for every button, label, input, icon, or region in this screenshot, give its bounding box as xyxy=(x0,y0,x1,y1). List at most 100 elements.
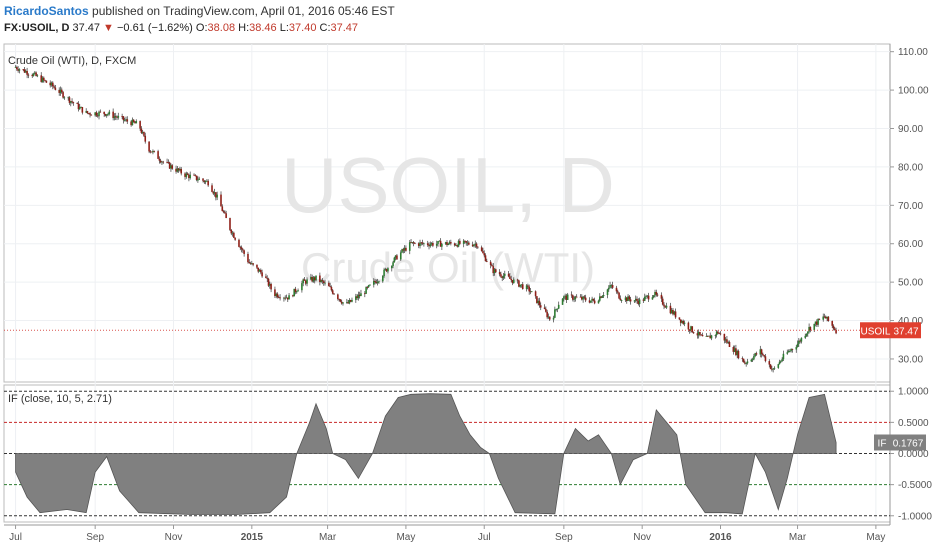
candle-body xyxy=(229,218,231,230)
candle-body xyxy=(456,245,459,247)
candle-body xyxy=(17,69,19,71)
candle-body xyxy=(221,206,224,212)
candle-body xyxy=(43,77,45,81)
candle-body xyxy=(741,358,744,359)
candle-body xyxy=(728,342,731,348)
candle-body xyxy=(265,276,267,279)
candle-body xyxy=(347,302,349,304)
candle-body xyxy=(799,340,801,342)
candle-body xyxy=(45,80,48,83)
candle-body xyxy=(375,282,378,284)
candle-body xyxy=(805,333,808,336)
candle-body xyxy=(665,305,668,308)
candle-body xyxy=(753,356,755,360)
candle-body xyxy=(835,329,837,334)
candle-body xyxy=(628,296,631,300)
candle-body xyxy=(507,273,510,277)
candle-body xyxy=(330,286,333,291)
candle-body xyxy=(365,287,367,294)
candle-body xyxy=(188,174,190,179)
candle-body xyxy=(441,243,443,247)
candle-body xyxy=(602,294,605,297)
candle-body xyxy=(566,294,569,300)
candle-body xyxy=(448,242,451,244)
candle-body xyxy=(474,243,477,245)
candle-body xyxy=(410,242,412,244)
candle-body xyxy=(303,279,306,281)
candle-body xyxy=(701,334,704,337)
candle-body xyxy=(27,74,30,76)
candle-body xyxy=(450,242,452,244)
candle-body xyxy=(261,272,263,277)
candle-body xyxy=(435,243,438,246)
candle-body xyxy=(240,247,243,250)
candle-body xyxy=(117,115,120,118)
candle-body xyxy=(759,349,762,355)
candle-body xyxy=(141,132,144,133)
candle-body xyxy=(267,278,270,286)
author-link[interactable]: RicardoSantos xyxy=(4,4,89,18)
candle-body xyxy=(656,294,659,296)
candle-body xyxy=(582,296,584,300)
symbol-name[interactable]: FX:USOIL, D xyxy=(4,22,70,34)
candle-body xyxy=(755,353,758,355)
candle-body xyxy=(781,359,783,361)
candle-body xyxy=(288,295,290,300)
candle-body xyxy=(591,298,593,301)
candle-body xyxy=(54,87,57,90)
candle-body xyxy=(211,185,213,192)
candle-body xyxy=(557,304,560,309)
candle-body xyxy=(528,286,530,292)
candle-body xyxy=(536,296,538,304)
candle-body xyxy=(670,309,673,314)
indicator-tick-label: -0.5000 xyxy=(898,480,932,491)
candle-body xyxy=(477,246,479,248)
candle-body xyxy=(679,319,682,323)
candle-body xyxy=(471,244,474,247)
candle-body xyxy=(592,298,595,301)
candle-body xyxy=(358,294,361,297)
x-tick-label: Sep xyxy=(555,532,573,543)
candle-body xyxy=(310,276,312,280)
candle-body xyxy=(374,280,376,283)
candle-body xyxy=(444,242,447,244)
candle-body xyxy=(283,297,285,299)
candle-body xyxy=(171,165,174,169)
candle-body xyxy=(529,291,532,293)
candle-body xyxy=(455,245,457,247)
candle-body xyxy=(742,358,745,363)
symbol-bar: FX:USOIL, D 37.47 ▼ −0.61 (−1.62%) O:38.… xyxy=(4,22,358,34)
candle-body xyxy=(516,279,519,281)
candle-body xyxy=(252,263,254,265)
candle-body xyxy=(417,243,420,246)
open-label: O: xyxy=(195,22,208,34)
candle-body xyxy=(453,243,456,246)
candle-body xyxy=(337,294,339,299)
candle-body xyxy=(162,161,165,163)
candle-body xyxy=(403,247,406,251)
candle-body xyxy=(547,316,550,318)
candle-body xyxy=(795,347,798,350)
candle-body xyxy=(733,348,736,352)
candle-body xyxy=(140,128,143,133)
candle-body xyxy=(822,316,825,320)
candle-body xyxy=(31,74,34,77)
candle-body xyxy=(692,332,695,334)
candle-body xyxy=(222,211,225,213)
candle-body xyxy=(483,253,486,256)
candle-body xyxy=(130,121,132,126)
candle-body xyxy=(636,298,638,301)
candle-body xyxy=(248,262,251,264)
candle-body xyxy=(144,135,147,142)
candle-body xyxy=(493,269,496,274)
candle-body xyxy=(77,103,80,110)
high-label: H: xyxy=(238,22,250,34)
open-value: 38.08 xyxy=(207,22,236,34)
candle-body xyxy=(149,151,152,153)
candle-body xyxy=(112,111,114,119)
candle-body xyxy=(36,75,39,77)
candle-body xyxy=(301,283,303,291)
candle-body xyxy=(511,279,514,284)
candle-body xyxy=(683,322,686,324)
